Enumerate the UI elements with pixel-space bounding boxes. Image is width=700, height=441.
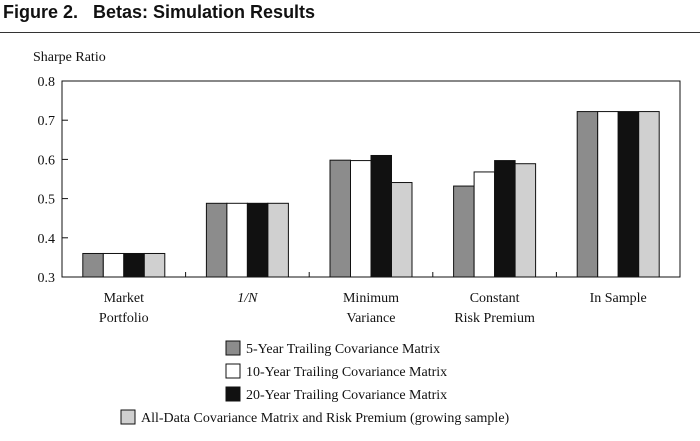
bar: [617, 111, 640, 278]
bar: [473, 171, 496, 278]
bar: [82, 252, 104, 278]
bar: [329, 159, 351, 278]
legend-label: 10-Year Trailing Covariance Matrix: [246, 365, 447, 380]
y-tick-label: 0.8: [38, 75, 56, 90]
y-tick-label: 0.4: [38, 232, 56, 247]
bar: [246, 202, 269, 278]
bar: [102, 252, 125, 278]
bar: [494, 160, 516, 278]
bar: [576, 111, 599, 278]
legend-swatch: [225, 363, 241, 379]
x-tick-label: Variance: [347, 311, 396, 326]
legend-swatch: [225, 340, 241, 356]
y-axis-label: Sharpe Ratio: [33, 50, 106, 65]
bar: [226, 202, 248, 278]
bar: [514, 163, 537, 278]
title-divider: [0, 32, 700, 33]
x-tick-label: Market: [104, 291, 145, 306]
bar: [267, 202, 289, 278]
y-tick-label: 0.3: [38, 271, 56, 286]
bar: [453, 185, 475, 278]
legend-swatch: [225, 386, 241, 402]
x-tick-label: Minimum: [343, 291, 399, 306]
legend-label: All-Data Covariance Matrix and Risk Prem…: [141, 411, 510, 426]
x-tick-label: Risk Premium: [454, 311, 535, 326]
x-tick-label: 1/N: [237, 291, 258, 306]
bar: [370, 154, 392, 278]
x-tick-label: In Sample: [590, 291, 647, 306]
bar: [391, 182, 413, 278]
legend-label: 20-Year Trailing Covariance Matrix: [246, 388, 447, 403]
bar: [143, 252, 166, 278]
bar: [123, 252, 145, 278]
bar: [350, 160, 372, 278]
bar: [597, 111, 619, 278]
x-tick-label: Portfolio: [99, 311, 149, 326]
bar: [205, 202, 228, 278]
bar: [638, 111, 660, 278]
plot-area: 0.3 0.4 0.5 0.6 0.7 0.8 Market Portfolio 1/N Mini…: [38, 75, 681, 326]
legend: 5-Year Trailing Covariance Matrix 10-Year…: [120, 340, 510, 426]
legend-label: 5-Year Trailing Covariance Matrix: [246, 342, 440, 357]
figure-title: Figure 2. Betas: Simulation Results: [3, 2, 316, 22]
y-tick-label: 0.7: [38, 114, 56, 129]
x-tick-label: Constant: [470, 291, 520, 306]
y-tick-label: 0.5: [38, 193, 56, 208]
y-tick-label: 0.6: [38, 153, 56, 168]
legend-swatch: [120, 409, 136, 425]
